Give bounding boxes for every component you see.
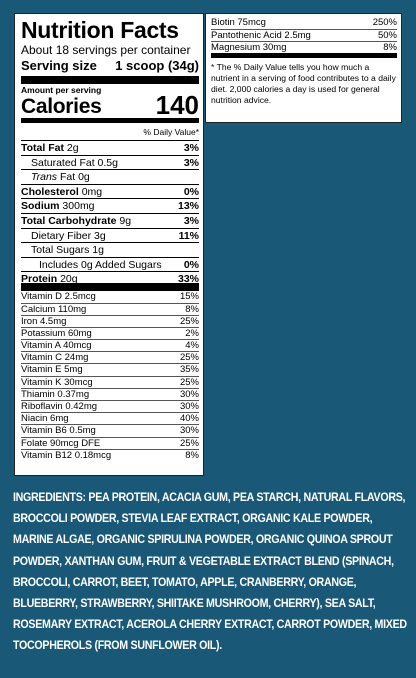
item-name: Vitamin D 2.5mcg bbox=[21, 291, 96, 303]
nutrient-row-saturated-fat: Saturated Fat 0.5g 3% bbox=[21, 156, 199, 171]
item-name: Niacin 6mg bbox=[21, 413, 69, 425]
item-daily-value: 50% bbox=[377, 29, 397, 41]
daily-value-header: % Daily Value* bbox=[21, 123, 199, 141]
item-name: Vitamin A 40mcg bbox=[21, 340, 92, 352]
ingredients-text: PEA PROTEIN, ACACIA GUM, PEA STARCH, NAT… bbox=[13, 490, 407, 653]
list-item: Vitamin E 5mg 35% bbox=[21, 364, 199, 377]
nutrient-row-dietary-fiber: Dietary Fiber 3g 11% bbox=[21, 229, 199, 244]
item-daily-value: 8% bbox=[185, 303, 199, 315]
item-daily-value: 250% bbox=[372, 17, 397, 28]
nutrient-row-added-sugars: Includes 0g Added Sugars 0% bbox=[21, 258, 199, 273]
item-daily-value: 30% bbox=[179, 388, 199, 400]
list-item: Biotin 75mcg 250% bbox=[211, 17, 397, 30]
item-name: Pantothenic Acid 2.5mg bbox=[211, 29, 311, 41]
item-name: Potassium 60mg bbox=[21, 327, 92, 339]
item-name: Vitamin B6 0.5mg bbox=[21, 425, 96, 437]
serving-size-value: 1 scoop (34g) bbox=[115, 58, 199, 73]
item-name: Folate 90mcg DFE bbox=[21, 437, 101, 449]
ingredients-heading: INGREDIENTS: bbox=[13, 490, 86, 504]
serving-size-row: Serving size 1 scoop (34g) bbox=[21, 58, 199, 84]
item-name: Biotin 75mcg bbox=[211, 17, 266, 28]
calories-label: Calories bbox=[21, 95, 102, 118]
item-daily-value: 25% bbox=[179, 315, 199, 327]
list-item: Vitamin D 2.5mcg 15% bbox=[21, 291, 199, 304]
item-daily-value: 30% bbox=[179, 401, 199, 413]
list-item: Vitamin B6 0.5mg 30% bbox=[21, 425, 199, 438]
nutrition-facts-title: Nutrition Facts bbox=[21, 17, 179, 43]
list-item: Calcium 110mg 8% bbox=[21, 304, 199, 316]
list-item: Niacin 6mg 40% bbox=[21, 413, 199, 426]
item-name: Riboflavin 0.42mg bbox=[21, 401, 98, 413]
nutrient-row-protein: Protein 20g 33% bbox=[21, 272, 199, 292]
nutrition-facts-panel: Nutrition Facts About 18 servings per co… bbox=[14, 13, 204, 476]
item-name: Vitamin B12 0.18mcg bbox=[21, 449, 112, 461]
amount-per-serving: Amount per serving bbox=[21, 85, 102, 95]
list-item: Vitamin B12 0.18mcg 8% bbox=[21, 450, 199, 462]
list-item: Folate 90mcg DFE 25% bbox=[21, 438, 199, 450]
vitamins-list: Vitamin D 2.5mcg 15% Calcium 110mg 8% Iron 4… bbox=[21, 291, 199, 462]
nutrient-row-total-fat: Total Fat 2g 3% bbox=[21, 142, 199, 156]
nutrition-facts-continued-panel: Biotin 75mcg 250% Pantothenic Acid 2.5mg 50… bbox=[205, 13, 402, 123]
calories-row: Calories 140 bbox=[21, 90, 199, 123]
item-name: Magnesium 30mg bbox=[211, 42, 287, 53]
calories-value: 140 bbox=[155, 90, 199, 120]
item-daily-value: 4% bbox=[185, 340, 199, 352]
item-name: Vitamin E 5mg bbox=[21, 364, 83, 376]
item-name: Calcium 110mg bbox=[21, 303, 87, 315]
item-daily-value: 25% bbox=[179, 376, 199, 388]
nutrient-row-sodium: Sodium 300mg 13% bbox=[21, 200, 199, 214]
nutrient-row-cholesterol: Cholesterol 0mg 0% bbox=[21, 185, 199, 200]
list-item: Vitamin K 30mcg 25% bbox=[21, 377, 199, 389]
list-item: Potassium 60mg 2% bbox=[21, 327, 199, 341]
list-item: Iron 4.5mg 25% bbox=[21, 316, 199, 328]
list-item: Magnesium 30mg 8% bbox=[211, 42, 397, 58]
list-item: Pantothenic Acid 2.5mg 50% bbox=[211, 29, 397, 42]
item-daily-value: 25% bbox=[179, 437, 199, 449]
item-daily-value: 8% bbox=[185, 449, 199, 461]
list-item: Riboflavin 0.42mg 30% bbox=[21, 401, 199, 414]
item-daily-value: 40% bbox=[179, 413, 199, 425]
item-name: Vitamin K 30mcg bbox=[21, 376, 93, 388]
item-daily-value: 8% bbox=[383, 42, 397, 53]
daily-value-footnote: * The % Daily Value tells you how much a… bbox=[211, 62, 396, 105]
item-name: Thiamin 0.37mg bbox=[21, 388, 90, 400]
item-daily-value: 30% bbox=[179, 425, 199, 437]
serving-size-label: Serving size bbox=[21, 58, 97, 73]
item-daily-value: 15% bbox=[179, 291, 199, 303]
list-item: Vitamin C 24mg 25% bbox=[21, 352, 199, 365]
nutrient-row-total-carbohydrate: Total Carbohydrate 9g 3% bbox=[21, 214, 199, 229]
item-daily-value: 2% bbox=[185, 327, 199, 339]
item-daily-value: 35% bbox=[179, 364, 199, 376]
servings-per-container: About 18 servings per container bbox=[21, 43, 191, 57]
item-name: Vitamin C 24mg bbox=[21, 352, 89, 364]
list-item: Vitamin A 40mcg 4% bbox=[21, 340, 199, 353]
item-name: Iron 4.5mg bbox=[21, 315, 67, 327]
nutrient-row-total-sugars: Total Sugars 1g bbox=[21, 243, 199, 258]
ingredients-block: INGREDIENTS: PEA PROTEIN, ACACIA GUM, PE… bbox=[13, 487, 409, 657]
list-item: Thiamin 0.37mg 30% bbox=[21, 388, 199, 402]
nutrient-row-trans-fat: Trans Fat 0g bbox=[21, 170, 199, 185]
continued-list: Biotin 75mcg 250% Pantothenic Acid 2.5mg 50… bbox=[211, 17, 397, 58]
item-daily-value: 25% bbox=[179, 352, 199, 364]
